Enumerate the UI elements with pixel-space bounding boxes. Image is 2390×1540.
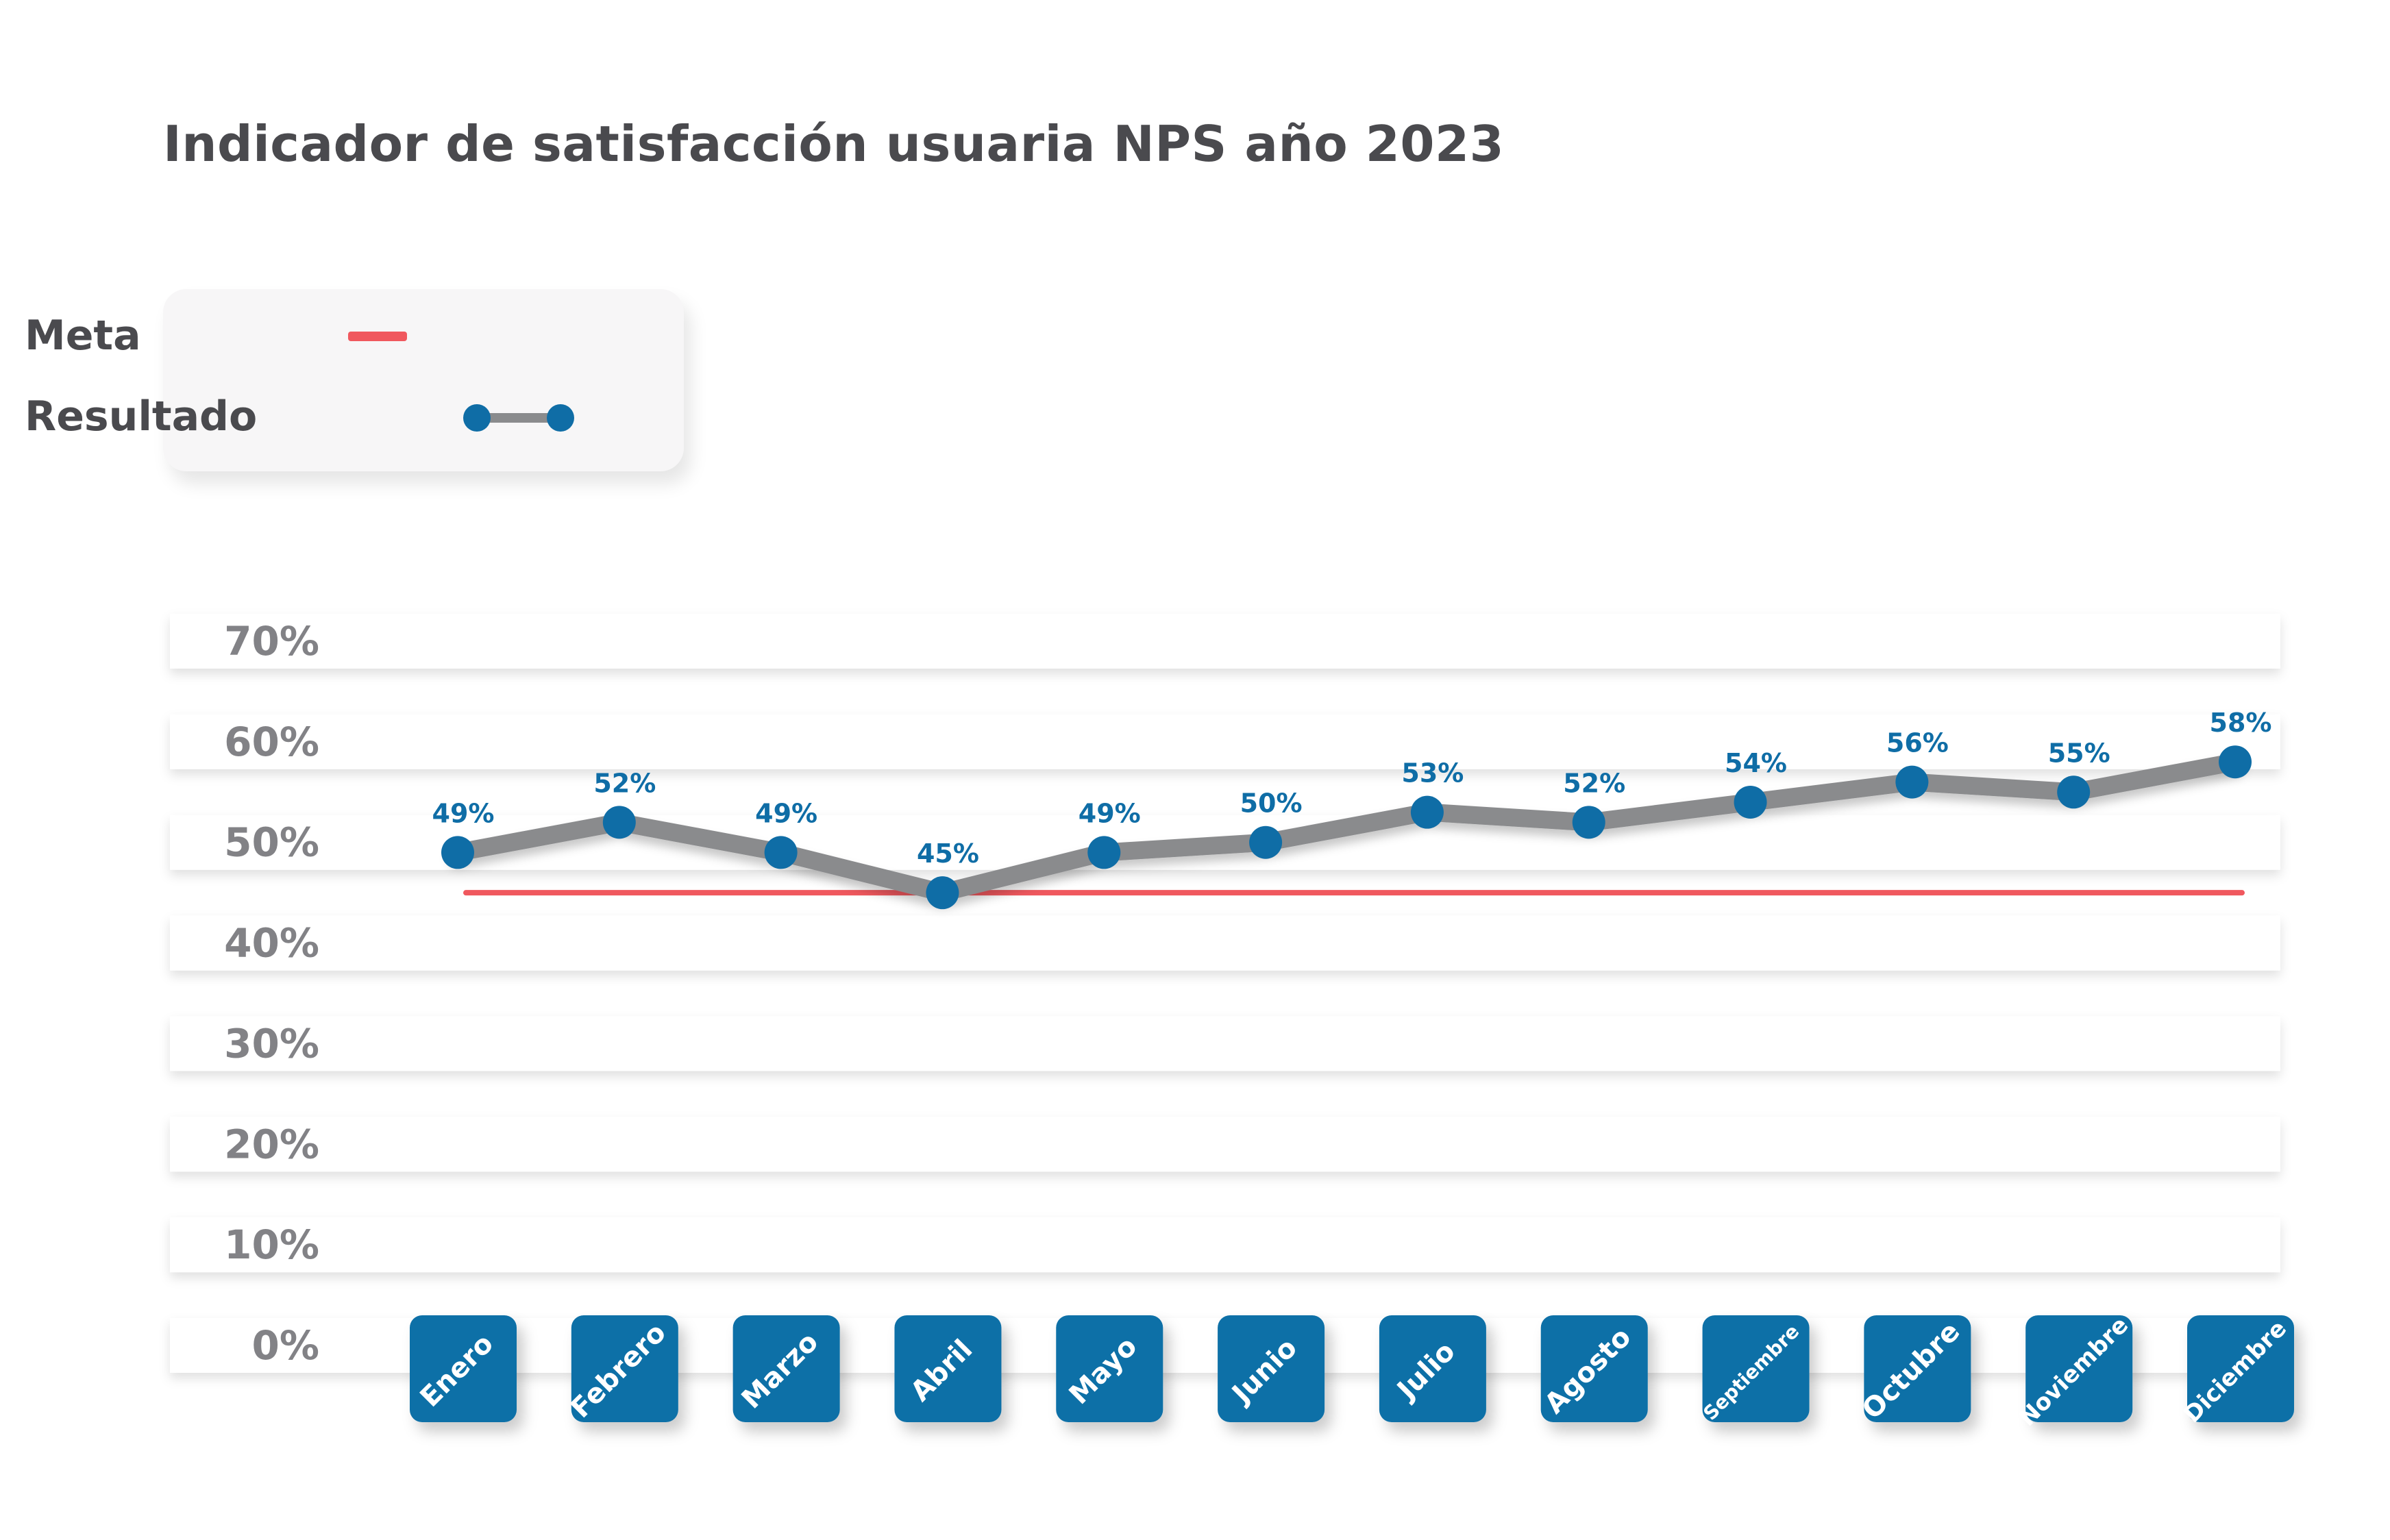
legend-item-meta: Meta bbox=[25, 308, 141, 363]
data-label: 52% bbox=[1563, 768, 1625, 798]
y-tick-label: 40% bbox=[224, 920, 319, 967]
data-label: 45% bbox=[917, 839, 979, 869]
data-label: 50% bbox=[1240, 788, 1303, 819]
data-label: 49% bbox=[432, 798, 495, 828]
month-tile-bg bbox=[894, 1315, 1002, 1422]
month-tile: Julio bbox=[1379, 1315, 1486, 1422]
month-tile-bg bbox=[732, 1315, 840, 1422]
month-tile: Febrero bbox=[565, 1315, 678, 1424]
data-point bbox=[2219, 745, 2252, 779]
data-point bbox=[1249, 825, 1283, 859]
data-label: 54% bbox=[1725, 748, 1787, 778]
resultado-line bbox=[449, 753, 2244, 902]
legend-item-resultado: Resultado bbox=[25, 389, 257, 444]
data-label: 53% bbox=[1401, 758, 1464, 788]
month-tile-bg bbox=[1702, 1315, 1810, 1422]
data-point bbox=[2057, 775, 2091, 809]
month-tile-bg bbox=[2025, 1315, 2133, 1422]
legend-meta-label: Meta bbox=[25, 312, 141, 360]
grid-band bbox=[170, 915, 2280, 971]
month-tile-bg bbox=[2187, 1315, 2294, 1422]
y-tick-label: 50% bbox=[224, 819, 319, 866]
month-tile-bg bbox=[1540, 1315, 1648, 1422]
data-point bbox=[1895, 765, 1929, 799]
y-tick-label: 70% bbox=[224, 618, 319, 665]
month-tile-bg bbox=[1379, 1315, 1486, 1422]
legend-meta-swatch bbox=[348, 332, 407, 341]
month-tile-bg bbox=[1056, 1315, 1163, 1422]
data-point bbox=[1572, 806, 1605, 839]
grid-band bbox=[170, 614, 2280, 669]
data-point bbox=[1734, 785, 1767, 819]
y-tick-label: 10% bbox=[224, 1221, 319, 1268]
month-tile: Abril bbox=[894, 1315, 1002, 1422]
data-point bbox=[926, 876, 959, 910]
grid-band bbox=[170, 1117, 2280, 1172]
month-tile: Enero bbox=[410, 1315, 517, 1422]
data-label: 58% bbox=[2210, 708, 2272, 738]
data-point bbox=[1087, 836, 1121, 869]
month-tile: Junio bbox=[1218, 1315, 1325, 1422]
data-point bbox=[441, 836, 474, 869]
data-point bbox=[764, 836, 798, 869]
month-tile: Noviembre bbox=[2014, 1311, 2134, 1432]
grid-band bbox=[170, 1016, 2280, 1071]
data-label: 52% bbox=[593, 768, 656, 798]
y-tick-label: 30% bbox=[224, 1020, 319, 1067]
month-tile: Marzo bbox=[732, 1315, 840, 1422]
data-label: 55% bbox=[2048, 738, 2110, 768]
y-tick-label: 20% bbox=[224, 1121, 319, 1167]
legend-resultado-label: Resultado bbox=[25, 393, 258, 440]
month-tile-bg bbox=[1218, 1315, 1325, 1422]
data-label: 49% bbox=[755, 798, 817, 828]
data-point bbox=[1410, 795, 1444, 829]
month-tile: Septiembre bbox=[1699, 1315, 1810, 1425]
month-tile-bg bbox=[410, 1315, 517, 1422]
month-tile-bg bbox=[571, 1315, 678, 1422]
month-tile: Diciembre bbox=[2178, 1315, 2294, 1428]
month-tile: Octubre bbox=[1856, 1315, 1971, 1426]
legend-box bbox=[163, 289, 684, 471]
month-tile-bg bbox=[1864, 1315, 1971, 1422]
grid-band bbox=[170, 1217, 2280, 1273]
month-tile: Agosto bbox=[1539, 1315, 1648, 1422]
chart-title: Indicador de satisfacción usuaria NPS añ… bbox=[163, 115, 1505, 173]
data-point bbox=[602, 806, 636, 839]
legend-resultado-swatch bbox=[463, 404, 574, 432]
data-label: 56% bbox=[1886, 728, 1949, 758]
y-tick-label: 60% bbox=[224, 719, 319, 765]
data-label: 49% bbox=[1079, 798, 1141, 828]
grid-band bbox=[170, 714, 2280, 769]
month-tile: Mayo bbox=[1056, 1315, 1163, 1422]
y-tick-label: 0% bbox=[252, 1322, 319, 1369]
